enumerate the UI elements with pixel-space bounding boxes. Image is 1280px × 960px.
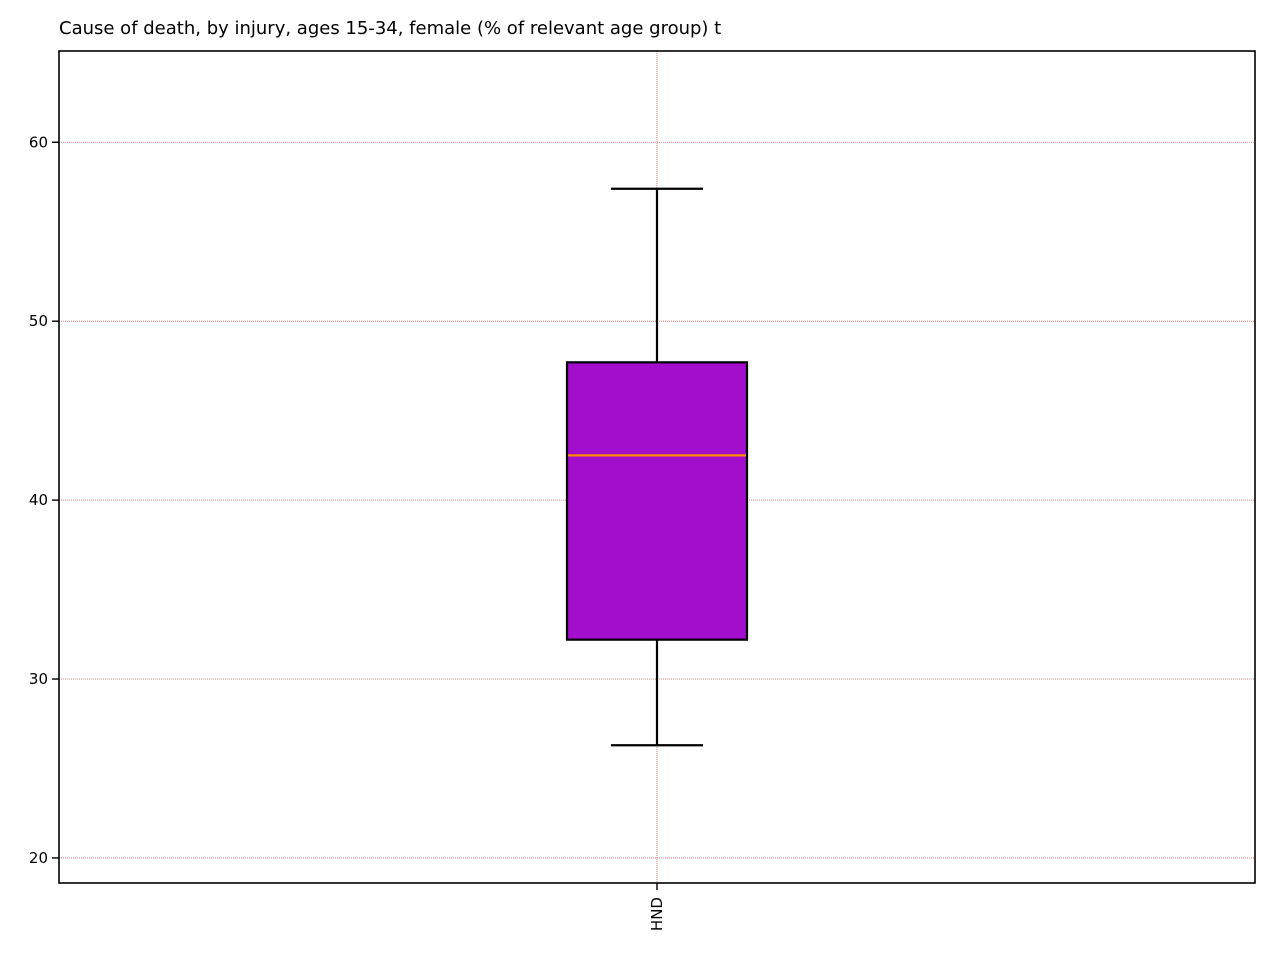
x-axis: HND — [648, 883, 666, 931]
y-tick-label: 60 — [29, 133, 48, 151]
box-series — [565, 187, 749, 747]
box-iqr — [565, 361, 749, 641]
y-tick-label: 30 — [29, 670, 48, 688]
y-tick-label: 50 — [29, 312, 48, 330]
y-axis: 20 30 40 50 60 — [29, 133, 59, 867]
chart-title: Cause of death, by injury, ages 15-34, f… — [59, 18, 721, 39]
y-tick-label: 40 — [29, 491, 48, 509]
y-tick-label: 20 — [29, 849, 48, 867]
x-tick-label: HND — [648, 897, 666, 931]
